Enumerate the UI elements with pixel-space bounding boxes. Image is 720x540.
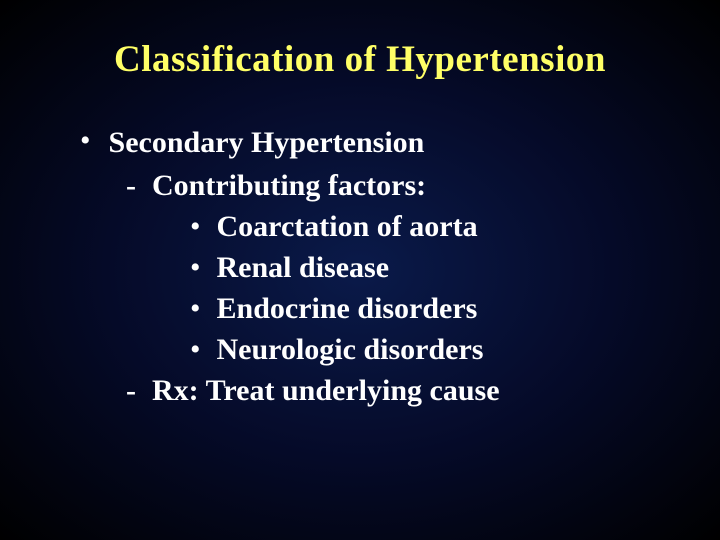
bullet-icon: • (190, 330, 201, 369)
list-item-text: Contributing factors: (152, 166, 426, 205)
bullet-icon: • (190, 207, 201, 246)
list-item: - Contributing factors: (126, 166, 670, 205)
list-item: - Rx: Treat underlying cause (126, 371, 670, 410)
list-item-text: Coarctation of aorta (217, 207, 478, 246)
list-item-text: Neurologic disorders (217, 330, 484, 369)
bullet-icon: • (190, 248, 201, 287)
dash-icon: - (126, 166, 136, 205)
slide-content: • Secondary Hypertension - Contributing … (50, 123, 670, 410)
list-item-text: Secondary Hypertension (109, 123, 425, 162)
bullet-icon: • (80, 123, 91, 159)
list-item-text: Rx: Treat underlying cause (152, 371, 500, 410)
list-item: • Coarctation of aorta (190, 207, 670, 246)
dash-icon: - (126, 371, 136, 410)
list-item: • Renal disease (190, 248, 670, 287)
list-item-text: Renal disease (217, 248, 390, 287)
slide-title: Classification of Hypertension (50, 38, 670, 81)
slide-container: Classification of Hypertension • Seconda… (0, 0, 720, 540)
list-item: • Secondary Hypertension (80, 123, 670, 162)
list-item: • Neurologic disorders (190, 330, 670, 369)
bullet-icon: • (190, 289, 201, 328)
list-item: • Endocrine disorders (190, 289, 670, 328)
list-item-text: Endocrine disorders (217, 289, 478, 328)
